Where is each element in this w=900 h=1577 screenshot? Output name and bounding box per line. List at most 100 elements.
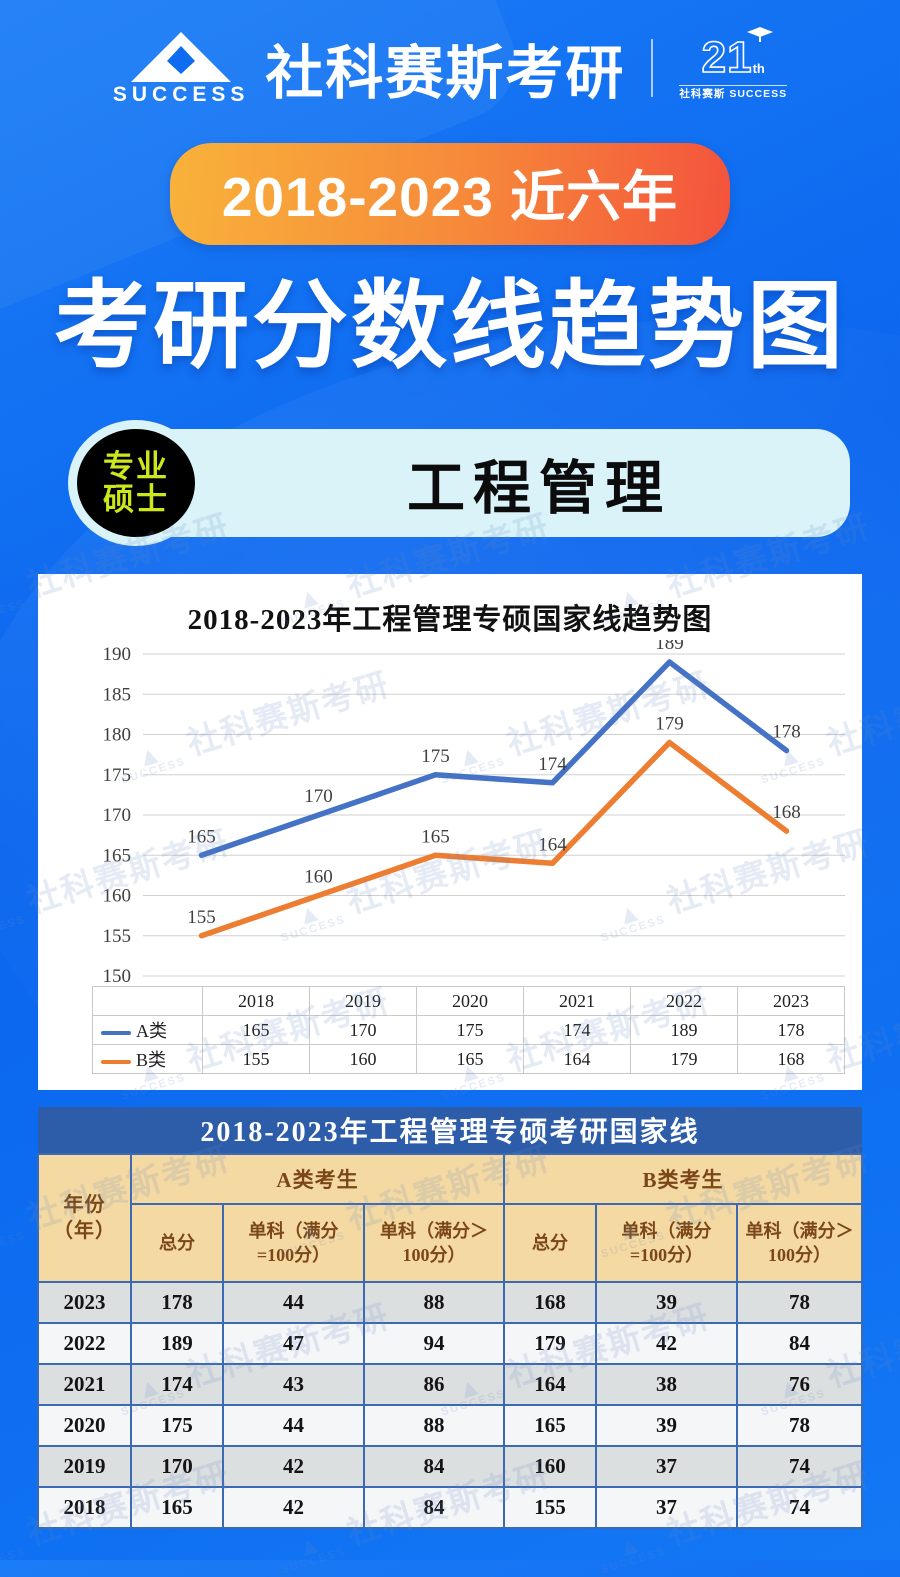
score-cell: 88 [362, 1281, 506, 1324]
legend-value-cell: 174 [523, 1015, 631, 1045]
score-cell: 78 [736, 1281, 864, 1324]
score-cell: 38 [595, 1363, 739, 1406]
chart-title: 2018-2023年工程管理专硕国家线趋势图 [187, 604, 713, 636]
score-cell: 42 [221, 1486, 365, 1529]
watermark-triangle-icon: ▲SUCCESS [0, 1527, 28, 1577]
table-row: 2021 174 43 86 164 38 76 [36, 1363, 864, 1406]
score-cell: 39 [595, 1404, 739, 1447]
anniversary-21: 21 [701, 33, 753, 83]
legend-line-swatch [101, 1059, 131, 1064]
table-row: 2020 175 44 88 165 39 78 [36, 1404, 864, 1447]
legend-year-header: 2022 [630, 986, 738, 1016]
score-cell: 88 [362, 1404, 506, 1447]
legend-year-header: 2019 [309, 986, 417, 1016]
subject-name: 工程管理 [406, 456, 671, 521]
series-line-A类 [198, 659, 790, 858]
score-cell: 37 [595, 1486, 739, 1529]
col-header-group-b: B类考生 [503, 1153, 864, 1205]
legend-value-cell: 164 [523, 1044, 631, 1074]
score-cell: 175 [129, 1404, 224, 1447]
anniversary-badge: 21 th 社科赛斯 SUCCESS [679, 27, 788, 100]
line-chart: 150 155 160 165 170 175 180 185 190 165 170 175 174 1… [103, 640, 845, 982]
header: SUCCESS 社科赛斯考研 21 th 社科赛斯 SUCCESS [0, 0, 900, 110]
col-header-group-a: A类考生 [129, 1153, 506, 1205]
degree-type-line1: 专业 [103, 448, 169, 484]
score-cell: 76 [736, 1363, 864, 1406]
degree-type-badge: 专业 硕士 [68, 420, 204, 546]
anniversary-number: 21 th [701, 27, 773, 83]
score-cell: 155 [503, 1486, 598, 1529]
score-cell: 84 [362, 1486, 506, 1529]
y-axis-tick-label: 170 [103, 805, 132, 826]
anniversary-suffix: th [752, 61, 765, 77]
header-divider [651, 39, 654, 97]
year-cell: 2018 [36, 1486, 132, 1529]
score-cell: 179 [503, 1322, 598, 1365]
table-title-banner: 2018-2023年工程管理专硕考研国家线 [38, 1107, 862, 1153]
legend-corner-cell [92, 986, 203, 1016]
data-label-A类: 178 [772, 722, 801, 743]
years-range-pill: 2018-2023 近六年 [169, 143, 731, 245]
score-cell: 160 [503, 1445, 598, 1488]
legend-value-cell: 165 [202, 1015, 310, 1045]
col-header-b-single100: 单科（满分=100分） [595, 1203, 739, 1283]
legend-value-cell: 168 [737, 1044, 845, 1074]
data-label-B类: 155 [187, 907, 216, 928]
table-row: 2018 165 42 84 155 37 74 [36, 1486, 864, 1529]
col-header-a-single-over100: 单科（满分＞100分） [362, 1203, 506, 1283]
data-label-A类: 165 [187, 826, 216, 847]
legend-series-label: B类 [92, 1044, 203, 1074]
year-cell: 2022 [36, 1322, 132, 1365]
legend-value-cell: 178 [737, 1015, 845, 1045]
score-cell: 94 [362, 1322, 506, 1365]
y-axis-tick-label: 155 [103, 926, 132, 947]
score-cell: 165 [129, 1486, 224, 1529]
legend-line-swatch [101, 1030, 131, 1035]
mountain-icon [131, 31, 232, 82]
watermark-triangle-icon: ▲SUCCESS [279, 1527, 348, 1577]
legend-year-header: 2021 [523, 986, 631, 1016]
data-label-B类: 164 [538, 834, 567, 855]
score-cell: 86 [362, 1363, 506, 1406]
brand-logo-text-en: SUCCESS [112, 82, 250, 106]
score-cell: 42 [595, 1322, 739, 1365]
national-line-table: 年份（年） A类考生 B类考生 总分 单科（满分=100分） 单科（满分＞100… [36, 1153, 864, 1529]
score-cell: 178 [129, 1281, 224, 1324]
score-cell: 44 [221, 1404, 365, 1447]
brand-name: 社科赛斯考研 [265, 41, 626, 106]
y-axis-tick-label: 160 [103, 886, 132, 907]
legend-row-A类: A类 165 170 175 174 189 178 [92, 1015, 845, 1045]
subject-bar: 专业 硕士 工程管理 [68, 420, 850, 546]
data-label-B类: 168 [772, 802, 801, 823]
score-cell: 43 [221, 1363, 365, 1406]
y-axis-tick-label: 190 [103, 644, 132, 665]
watermark-triangle-icon: ▲SUCCESS [0, 1211, 28, 1261]
y-axis-tick-label: 180 [103, 725, 132, 746]
year-cell: 2019 [36, 1445, 132, 1488]
col-header-a-total: 总分 [129, 1203, 224, 1283]
data-label-B类: 179 [655, 714, 684, 735]
year-cell: 2023 [36, 1281, 132, 1324]
col-header-a-single100: 单科（满分=100分） [221, 1203, 365, 1283]
score-cell: 42 [221, 1445, 365, 1488]
data-label-B类: 165 [421, 826, 450, 847]
score-cell: 74 [736, 1486, 864, 1529]
watermark-triangle-icon: ▲SUCCESS [0, 579, 28, 629]
legend-row-B类: B类 155 160 165 164 179 168 [92, 1044, 845, 1074]
score-cell: 39 [595, 1281, 739, 1324]
legend-series-label: A类 [92, 1015, 203, 1045]
y-axis-tick-label: 175 [103, 765, 132, 786]
legend-value-cell: 165 [416, 1044, 524, 1074]
series-line-B类 [198, 739, 790, 939]
col-header-b-single-over100: 单科（满分＞100分） [736, 1203, 864, 1283]
data-label-A类: 174 [538, 754, 567, 775]
score-cell: 74 [736, 1445, 864, 1488]
table-row: 2023 178 44 88 168 39 78 [36, 1281, 864, 1324]
y-axis-tick-label: 165 [103, 845, 132, 866]
score-cell: 47 [221, 1322, 365, 1365]
table-row: 2022 189 47 94 179 42 84 [36, 1322, 864, 1365]
data-label-A类: 170 [304, 786, 333, 807]
data-label-B类: 160 [304, 867, 333, 888]
score-cell: 170 [129, 1445, 224, 1488]
